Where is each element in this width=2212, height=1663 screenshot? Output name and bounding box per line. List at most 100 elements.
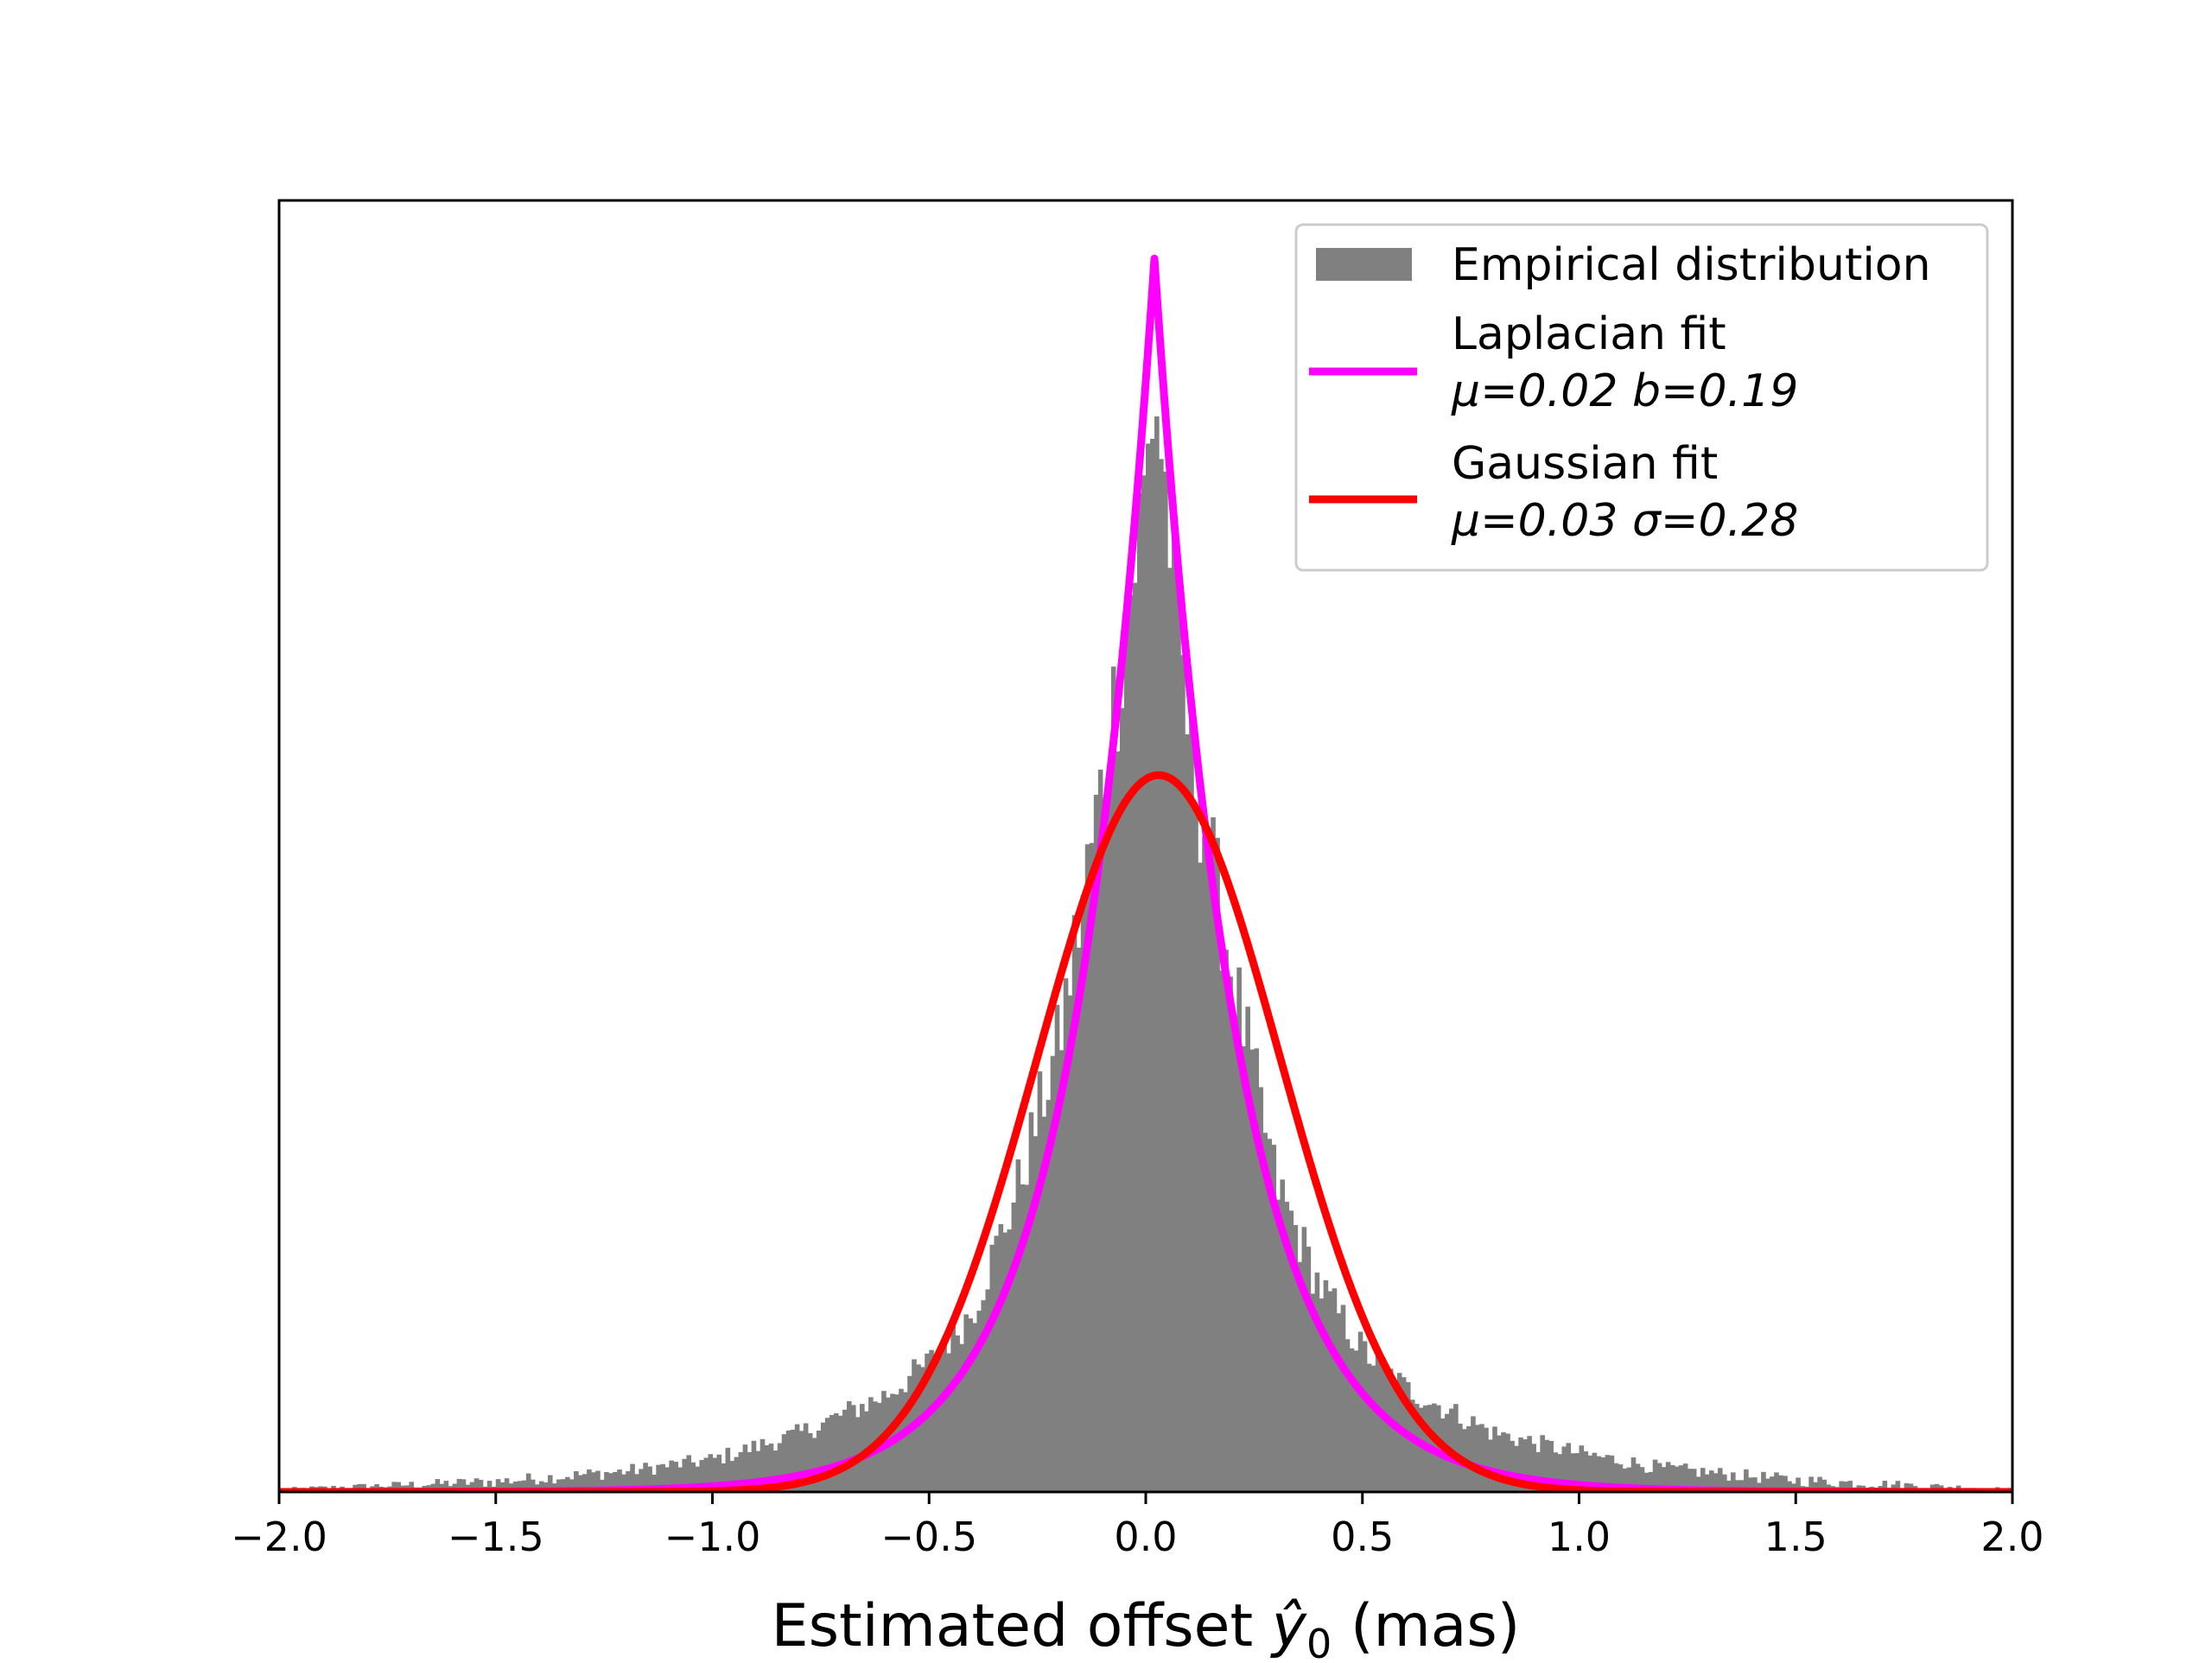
histogram-bar	[1626, 1467, 1632, 1492]
histogram-bar	[1808, 1476, 1814, 1492]
histogram-bar	[1159, 459, 1164, 1492]
histogram-bar	[1176, 555, 1181, 1492]
histogram-bar	[1046, 1100, 1052, 1492]
histogram-bar	[721, 1463, 727, 1492]
histogram-bar	[643, 1463, 648, 1492]
histogram-bar	[1379, 1358, 1385, 1492]
histogram-bar	[574, 1470, 579, 1492]
histogram-bar	[1587, 1455, 1593, 1492]
histogram-bar	[1215, 837, 1220, 1492]
histogram-bar	[1167, 568, 1173, 1492]
histogram-bar	[1119, 708, 1125, 1492]
x-tick-label: −0.5	[880, 1514, 977, 1560]
histogram-bar	[1011, 1202, 1017, 1492]
histogram-bar	[1141, 475, 1147, 1492]
histogram-bar	[1110, 666, 1116, 1492]
histogram-bar	[933, 1361, 938, 1492]
histogram-bar	[1275, 1199, 1281, 1492]
histogram-bar	[1605, 1455, 1611, 1492]
histogram-bar	[1843, 1482, 1849, 1492]
histogram-bar	[478, 1479, 484, 1492]
histogram-bar	[669, 1460, 674, 1492]
histogram-bar	[816, 1431, 822, 1492]
histogram-bar	[1388, 1368, 1394, 1492]
histogram-bar	[1713, 1473, 1719, 1492]
histogram-bar	[1232, 1019, 1237, 1492]
histogram-bar	[938, 1350, 943, 1492]
histogram-bar	[1172, 505, 1177, 1492]
histogram-bar	[1618, 1464, 1624, 1492]
histogram-bar	[1258, 1087, 1263, 1492]
histogram-bar	[1488, 1439, 1493, 1492]
histogram-bar	[469, 1482, 475, 1492]
histogram-bar	[742, 1444, 748, 1492]
histogram-bar	[824, 1418, 830, 1492]
histogram-bar	[1648, 1471, 1654, 1492]
histogram-bar	[1362, 1341, 1368, 1492]
histogram-bar	[461, 1479, 467, 1492]
histogram-bar	[699, 1460, 705, 1492]
histogram-bar	[1583, 1451, 1589, 1492]
histogram-bar	[798, 1431, 804, 1492]
histogram-bar	[1132, 582, 1138, 1492]
histogram-bar	[1271, 1145, 1277, 1492]
histogram-bar	[1674, 1466, 1680, 1492]
histogram-bar	[582, 1474, 588, 1492]
histogram-bar	[695, 1466, 701, 1492]
histogram-bar	[1527, 1436, 1532, 1492]
histogram-bar	[495, 1479, 501, 1492]
histogram-bar	[690, 1462, 696, 1492]
histogram-bar	[1787, 1481, 1792, 1492]
histogram-bar	[499, 1482, 505, 1492]
histogram-bar	[860, 1404, 865, 1492]
histogram-bar	[560, 1479, 566, 1492]
histogram-bar	[1007, 1229, 1013, 1492]
histogram-bar	[1904, 1482, 1910, 1492]
histogram-bar	[1054, 1005, 1060, 1492]
histogram-bar	[391, 1482, 397, 1492]
histogram-bar	[1189, 699, 1194, 1492]
histogram-bar	[1067, 995, 1073, 1492]
histogram-bar	[1484, 1427, 1489, 1492]
histogram-bar	[1752, 1477, 1758, 1492]
x-axis-title: Estimated offset ŷ0 (mas)	[772, 1592, 1521, 1659]
histogram-bar	[1245, 1006, 1250, 1492]
histogram-bar	[942, 1345, 947, 1492]
histogram-bar	[1635, 1463, 1641, 1492]
histogram-bar	[1553, 1452, 1559, 1492]
histogram-bar	[807, 1432, 813, 1492]
histogram-bar	[1123, 619, 1129, 1492]
x-tick-label: −1.0	[664, 1514, 761, 1560]
histogram-bar	[1744, 1469, 1749, 1492]
x-tick-label: −1.5	[448, 1514, 544, 1560]
histogram-bar	[1202, 836, 1207, 1492]
histogram-bar	[1739, 1480, 1745, 1492]
histogram-bar	[729, 1461, 735, 1492]
histogram-bar	[1198, 862, 1203, 1492]
histogram-bar	[578, 1475, 583, 1492]
histogram-bar	[677, 1467, 683, 1492]
histogram-bar	[1293, 1225, 1299, 1492]
histogram-bar	[547, 1475, 553, 1492]
histogram-bar	[899, 1388, 904, 1492]
histogram-bar	[1609, 1455, 1615, 1492]
histogram-bar	[925, 1353, 930, 1492]
histogram-bar	[682, 1458, 688, 1492]
histogram-bar	[777, 1443, 783, 1492]
histogram-bar	[1284, 1202, 1290, 1492]
histogram-bar	[959, 1343, 964, 1492]
histogram-bar	[1592, 1452, 1598, 1492]
histogram-bar	[613, 1471, 618, 1492]
histogram-bar	[656, 1464, 661, 1492]
histogram-bar	[803, 1423, 809, 1492]
histogram-bar	[842, 1409, 848, 1492]
histogram-bar	[1163, 471, 1168, 1492]
histogram-bar	[1366, 1363, 1372, 1492]
histogram-bar	[1409, 1400, 1415, 1492]
histogram-bar	[1514, 1445, 1519, 1492]
histogram-bar	[1314, 1273, 1320, 1492]
histogram-bar	[1097, 769, 1103, 1492]
histogram-bar	[1471, 1416, 1476, 1492]
histogram-bar	[1310, 1293, 1316, 1492]
histogram-bar	[1267, 1139, 1273, 1492]
